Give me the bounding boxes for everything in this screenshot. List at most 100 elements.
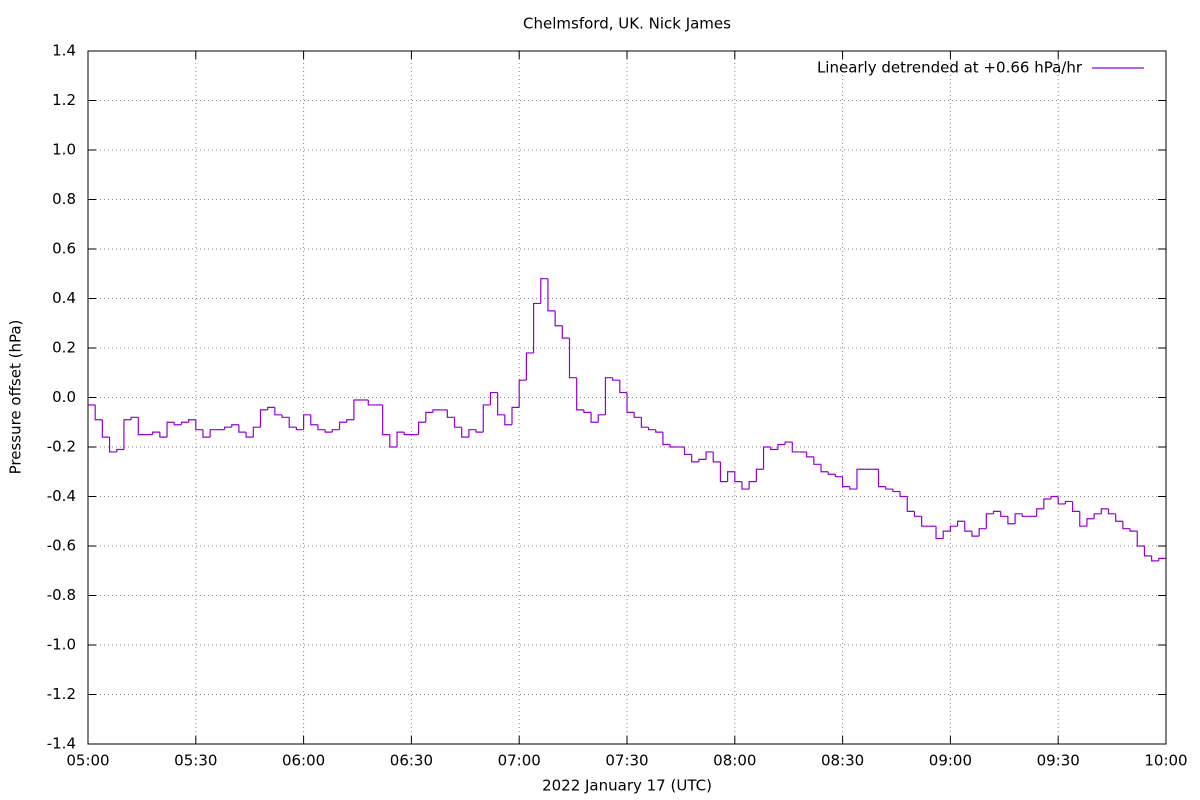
step-segment bbox=[741, 481, 750, 490]
y-tick-label: 0.4 bbox=[52, 289, 76, 307]
step-segment bbox=[123, 419, 132, 450]
step-segment bbox=[1000, 511, 1008, 517]
step-segment bbox=[518, 379, 527, 408]
step-segment bbox=[1151, 555, 1159, 562]
step-segment bbox=[101, 419, 110, 438]
step-segment bbox=[389, 434, 398, 448]
step-segment bbox=[396, 431, 405, 447]
y-tick-label: 0.8 bbox=[52, 190, 76, 208]
step-segment bbox=[94, 404, 103, 421]
step-segment bbox=[1021, 513, 1030, 517]
x-tick-label: 09:00 bbox=[929, 752, 972, 770]
step-segment bbox=[892, 489, 901, 493]
step-segment bbox=[532, 302, 541, 353]
step-segment bbox=[173, 422, 182, 426]
y-tick-label: -1.0 bbox=[47, 636, 76, 654]
step-segment bbox=[777, 443, 786, 450]
step-segment bbox=[1057, 496, 1066, 505]
step-segment bbox=[1122, 521, 1131, 530]
y-tick-label: -1.4 bbox=[47, 735, 76, 753]
step-segment bbox=[504, 414, 513, 426]
step-segment bbox=[346, 419, 354, 423]
step-segment bbox=[1014, 513, 1023, 524]
step-segment bbox=[252, 426, 261, 438]
step-segment bbox=[353, 399, 362, 420]
x-tick-label: 06:00 bbox=[282, 752, 325, 770]
x-tick-label: 08:00 bbox=[713, 752, 756, 770]
step-segment bbox=[338, 421, 347, 430]
step-segment bbox=[834, 474, 843, 478]
step-segment bbox=[525, 352, 534, 381]
step-segment bbox=[885, 486, 893, 490]
step-segment bbox=[906, 496, 915, 512]
step-segment bbox=[992, 510, 1001, 514]
step-segment bbox=[806, 451, 814, 458]
step-segment bbox=[432, 409, 441, 413]
y-tick-label: 0.2 bbox=[52, 339, 76, 357]
step-segment bbox=[669, 444, 678, 448]
step-segment bbox=[770, 447, 778, 451]
step-segment bbox=[691, 454, 699, 463]
step-segment bbox=[223, 426, 232, 430]
y-tick-label: 1.0 bbox=[52, 141, 76, 159]
y-tick-label: -0.8 bbox=[47, 586, 76, 604]
step-segment bbox=[475, 429, 484, 433]
x-tick-label: 07:00 bbox=[498, 752, 541, 770]
step-segment bbox=[698, 458, 707, 462]
step-segment bbox=[324, 429, 333, 433]
step-segment bbox=[259, 409, 268, 428]
step-segment bbox=[159, 432, 168, 438]
step-segment bbox=[705, 451, 714, 460]
step-segment bbox=[1136, 531, 1145, 547]
step-segment bbox=[238, 424, 247, 433]
y-tick-label: 1.4 bbox=[52, 42, 76, 60]
step-segment bbox=[662, 432, 671, 446]
step-segment bbox=[1071, 501, 1080, 512]
step-segment bbox=[626, 392, 635, 413]
step-segment bbox=[956, 520, 965, 527]
step-segment bbox=[640, 417, 649, 428]
step-segment bbox=[489, 391, 498, 405]
step-segment bbox=[748, 481, 757, 490]
step-segment bbox=[619, 380, 627, 394]
step-segment bbox=[913, 511, 922, 517]
step-segment bbox=[1086, 518, 1095, 527]
step-segment bbox=[712, 451, 721, 463]
step-segment bbox=[188, 419, 196, 423]
step-segment bbox=[137, 417, 146, 436]
step-segment bbox=[1143, 546, 1152, 557]
step-segment bbox=[1093, 513, 1102, 519]
chart-title: Chelmsford, UK. Nick James bbox=[523, 15, 731, 33]
step-segment bbox=[827, 471, 836, 475]
step-segment bbox=[877, 469, 886, 488]
step-segment bbox=[1115, 513, 1123, 522]
step-segment bbox=[180, 421, 189, 425]
step-segment bbox=[468, 429, 477, 438]
step-segment bbox=[985, 513, 994, 529]
x-tick-label: 09:30 bbox=[1037, 752, 1080, 770]
step-segment bbox=[1158, 557, 1166, 561]
step-segment bbox=[1100, 508, 1109, 514]
step-segment bbox=[1064, 500, 1073, 504]
step-segment bbox=[633, 412, 642, 418]
step-segment bbox=[554, 310, 563, 327]
step-segment bbox=[755, 468, 764, 482]
step-segment bbox=[303, 414, 311, 430]
x-tick-label: 06:30 bbox=[390, 752, 433, 770]
x-tick-label: 08:30 bbox=[821, 752, 864, 770]
y-tick-label: -0.4 bbox=[47, 487, 76, 505]
step-segment bbox=[166, 421, 175, 438]
step-segment bbox=[842, 476, 850, 488]
step-segment bbox=[727, 471, 735, 482]
step-segment bbox=[942, 530, 951, 539]
step-segment bbox=[604, 377, 613, 415]
step-segment bbox=[108, 437, 117, 453]
step-segment bbox=[152, 431, 160, 435]
step-segment bbox=[310, 414, 318, 426]
step-segment bbox=[590, 412, 599, 423]
step-segment bbox=[734, 471, 742, 483]
step-segment bbox=[655, 429, 663, 433]
x-tick-label: 07:30 bbox=[605, 752, 648, 770]
x-axis-label: 2022 January 17 (UTC) bbox=[542, 777, 712, 795]
